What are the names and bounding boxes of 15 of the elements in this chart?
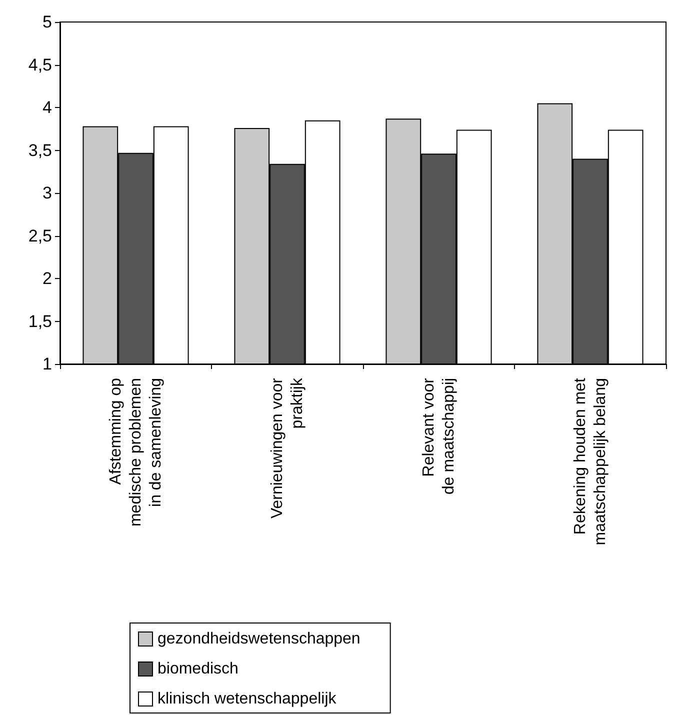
x-tick-label: Vernieuwingen voor praktijk [268, 377, 306, 519]
y-tick-label: 2,5 [28, 226, 52, 246]
legend-label: biomedisch [158, 660, 238, 678]
legend-label: klinisch wetenschappelijk [158, 690, 338, 708]
legend-label: gezondheidswetenschappen [158, 630, 360, 648]
y-tick-label: 1 [42, 354, 52, 374]
y-tick-label: 2 [42, 269, 52, 288]
y-tick-label: 1,5 [28, 312, 52, 331]
y-tick-label: 4 [42, 98, 52, 117]
y-tick-label: 5 [42, 12, 52, 32]
x-tick-label: Relevant voor de maatschappij [420, 377, 458, 495]
y-tick-label: 3,5 [28, 140, 52, 160]
y-tick-label: 3 [42, 184, 52, 202]
x-tick-label: Afstemming op medische problemen in de samenleving [107, 378, 164, 527]
y-tick-label: 4,5 [28, 55, 52, 74]
